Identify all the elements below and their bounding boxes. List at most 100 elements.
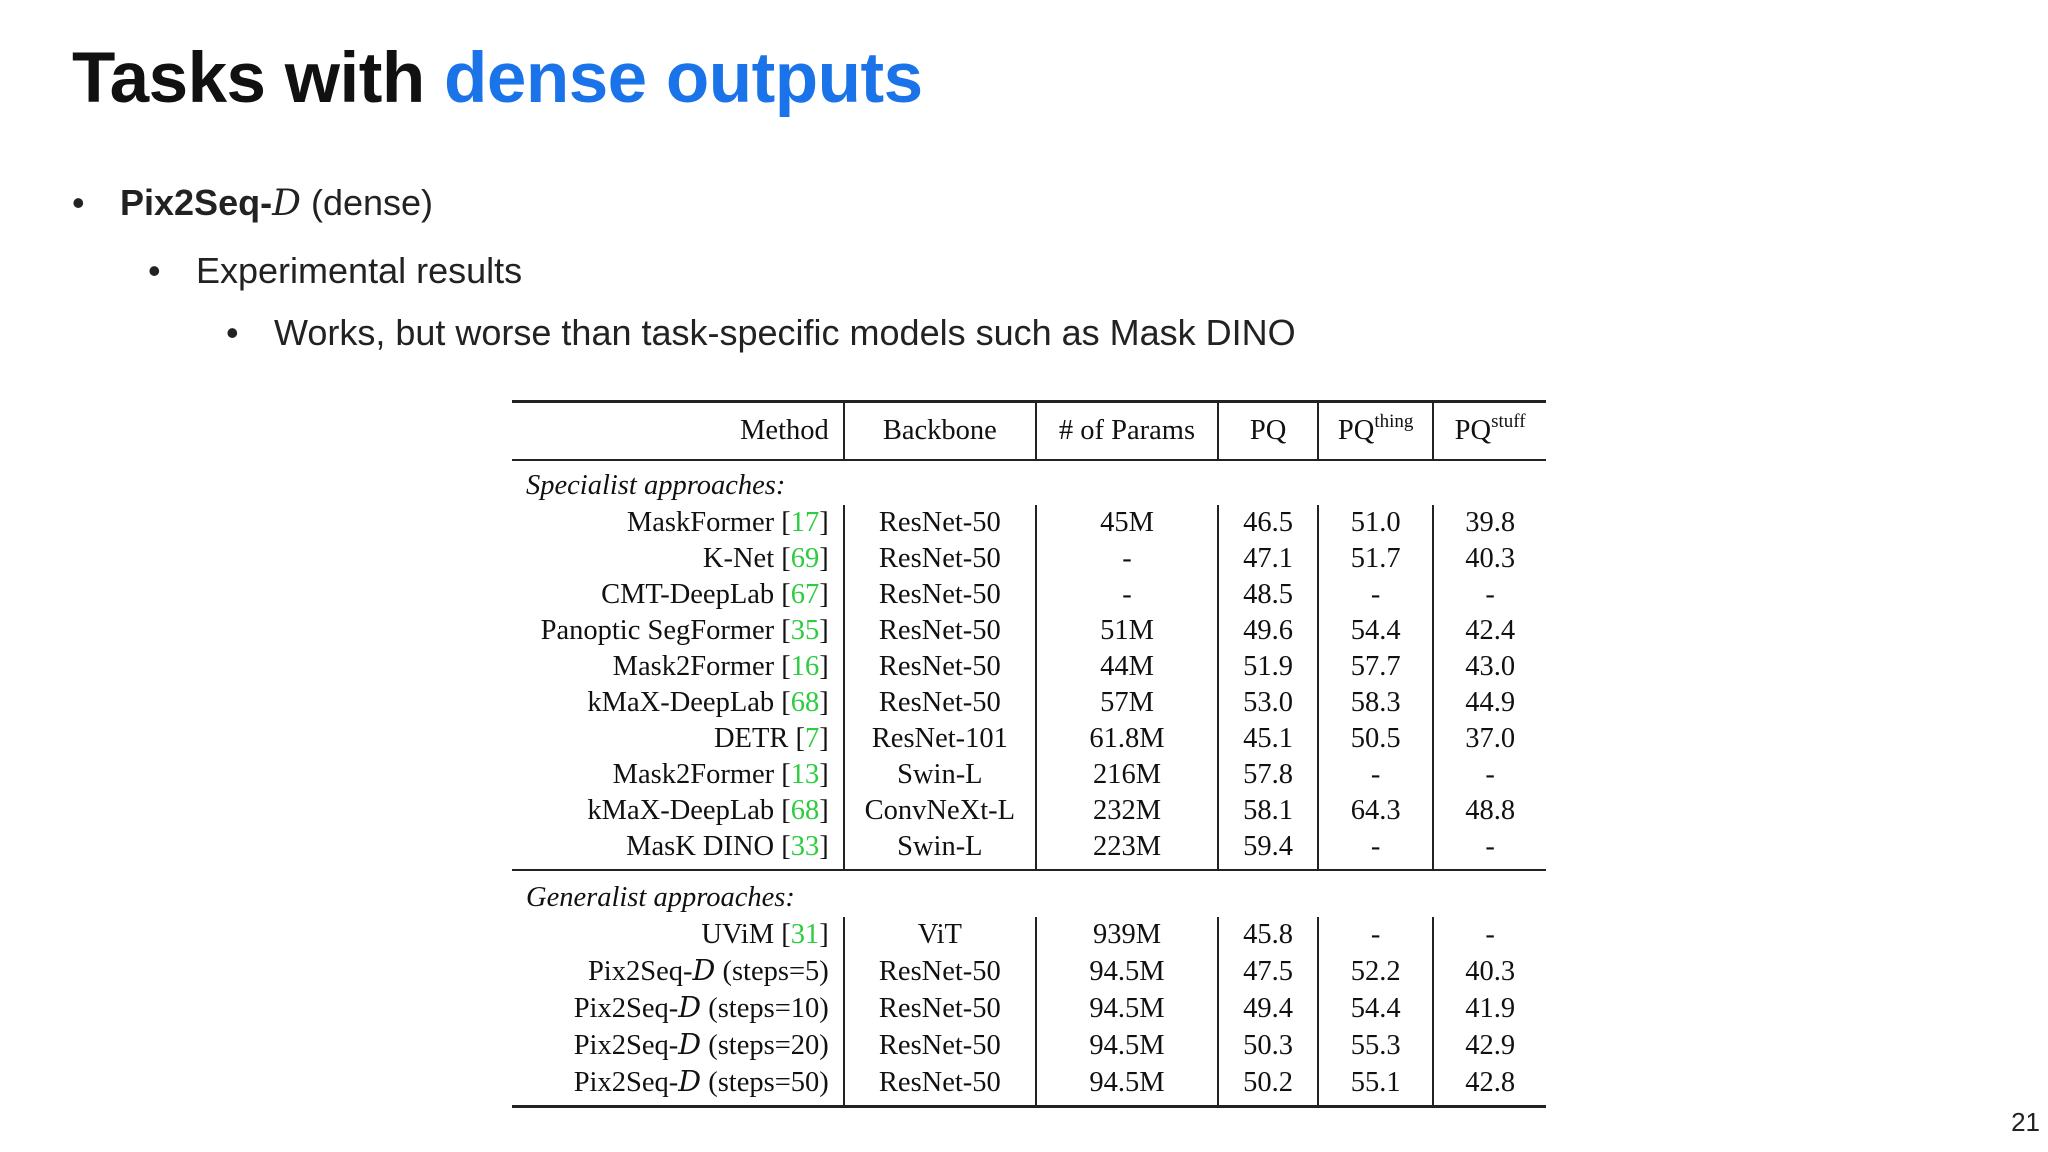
cell-backbone: ResNet-50 [842,541,1036,577]
cell-params: 232M [1034,793,1219,829]
cell-pq-stuff: 44.9 [1432,685,1546,721]
cell-params: 45M [1034,505,1219,541]
section-label-specialist: Specialist approaches: [526,470,786,501]
cell-params: 57M [1034,685,1219,721]
table-row: Pix2Seq-D (steps=10) ResNet-50 94.5M 49.4 54… [512,990,1546,1027]
method-suffix: (steps=5) [715,956,829,987]
cell-pq: 45.8 [1217,917,1319,953]
cell-params: 51M [1034,613,1219,649]
table-row: UViM [31] ViT 939M 45.8- - [512,917,1546,953]
citation-link[interactable]: 33 [790,831,820,862]
cell-pq: 47.5 [1217,953,1319,990]
cell-pq-stuff: 37.0 [1432,721,1546,757]
method-name: UViM [701,919,775,950]
cell-params: 939M [1034,917,1219,953]
header-pq-stuff: PQstuff [1432,401,1546,461]
cell-pq-stuff: 42.8 [1432,1064,1546,1107]
cell-backbone: ResNet-50 [842,1064,1036,1107]
method-suffix: (steps=20) [701,1030,829,1061]
citation-link[interactable]: 67 [790,579,820,610]
cell-pq: 59.4 [1217,829,1319,870]
cell-params: 216M [1034,757,1219,793]
results-table: Method Backbone # of Params PQ PQthing P… [512,400,1546,1108]
cell-method: kMaX-DeepLab [68] [587,687,829,718]
cell-pq: 46.5 [1217,505,1319,541]
method-script-d: D [692,954,716,987]
cell-pq-thing: - [1317,917,1434,953]
cell-backbone: ResNet-50 [842,613,1036,649]
method-name: K-Net [702,543,775,574]
cell-backbone: ConvNeXt-L [842,793,1036,829]
table-header-row: Method Backbone # of Params PQ PQthing P… [512,401,1546,461]
cell-pq-thing: 54.4 [1317,990,1434,1027]
citation-link[interactable]: 17 [790,507,820,538]
table-row: CMT-DeepLab [67] ResNet-50-48.5- - [512,577,1546,613]
bullet-3-text: Works, but worse than task-specific mode… [274,312,1296,353]
cell-method: Pix2Seq-D (steps=50) [512,1064,844,1107]
cell-pq: 49.4 [1217,990,1319,1027]
cell-pq-stuff: 40.3 [1432,953,1546,990]
bullet-dot-icon: • [72,182,85,223]
method-suffix: (steps=10) [701,993,829,1024]
cell-pq-stuff: 43.0 [1432,649,1546,685]
cell-pq: 47.1 [1217,541,1319,577]
cell-backbone: ResNet-50 [842,685,1036,721]
citation-link[interactable]: 68 [790,687,820,718]
section-label-generalist: Generalist approaches: [512,869,1546,917]
cell-pq: 57.8 [1217,757,1319,793]
cell-method: Mask2Former [16] [612,651,829,682]
citation-link[interactable]: 7 [805,723,820,754]
cell-method: Pix2Seq-D (steps=5) [512,953,844,990]
cell-pq: 48.5 [1217,577,1319,613]
method-name: MasK DINO [626,831,775,862]
cell-method: Pix2Seq-D (steps=10) [512,990,844,1027]
cell-backbone: Swin-L [842,829,1036,870]
cell-method: UViM [31] [701,919,829,950]
method-script-d: D [678,1065,702,1098]
cell-method: Mask2Former [13] [612,759,829,790]
cell-params: 94.5M [1034,990,1219,1027]
method-name: CMT-DeepLab [601,579,775,610]
bullet-1-bold: Pix2Seq- [120,182,273,223]
citation-link[interactable]: 68 [790,795,820,826]
citation-link[interactable]: 13 [790,759,820,790]
cell-method: kMaX-DeepLab [68] [587,795,829,826]
bullet-dot-icon: • [226,312,239,353]
cell-pq-thing: 51.7 [1317,541,1434,577]
table-row: MasK DINO [33] Swin-L 223M 59.4- - [512,829,1546,870]
table-row: Pix2Seq-D (steps=50) ResNet-50 94.5M 50.2 55… [512,1064,1546,1107]
method-name: Pix2Seq- [573,1067,679,1098]
page-number: 21 [2011,1107,2040,1137]
citation-link[interactable]: 35 [790,615,820,646]
method-script-d: D [678,1028,702,1061]
header-method: Method [512,401,844,461]
method-name: Panoptic SegFormer [540,615,775,646]
cell-method: DETR [7] [713,723,829,754]
header-params: # of Params [1034,401,1219,461]
cell-pq-thing: 55.1 [1317,1064,1434,1107]
cell-pq: 50.3 [1217,1027,1319,1064]
citation-link[interactable]: 16 [790,651,820,682]
cell-backbone: ResNet-50 [842,649,1036,685]
cell-backbone: ResNet-50 [842,953,1036,990]
header-pq-thing-sup: thing [1374,411,1414,432]
cell-params: 94.5M [1034,1027,1219,1064]
cell-pq-thing: - [1317,577,1434,613]
citation-link[interactable]: 69 [790,543,820,574]
citation-link[interactable]: 31 [790,919,820,950]
cell-backbone: ResNet-50 [842,577,1036,613]
section-generalist: Generalist approaches: [512,869,1546,917]
method-name: Pix2Seq- [587,956,693,987]
cell-backbone: ResNet-50 [842,505,1036,541]
method-script-d: D [678,991,702,1024]
table-row: DETR [7] ResNet-101 61.8M 45.1 50.5 37.0 [512,721,1546,757]
cell-pq-thing: - [1317,757,1434,793]
table-row: Pix2Seq-D (steps=20) ResNet-50 94.5M 50.3 55… [512,1027,1546,1064]
bullet-1-script: D [272,183,301,224]
method-name: Pix2Seq- [573,993,679,1024]
method-name: kMaX-DeepLab [587,687,775,718]
cell-pq-stuff: 42.4 [1432,613,1546,649]
method-name: kMaX-DeepLab [587,795,775,826]
cell-pq-stuff: - [1432,757,1546,793]
bullet-2-text: Experimental results [196,250,523,291]
